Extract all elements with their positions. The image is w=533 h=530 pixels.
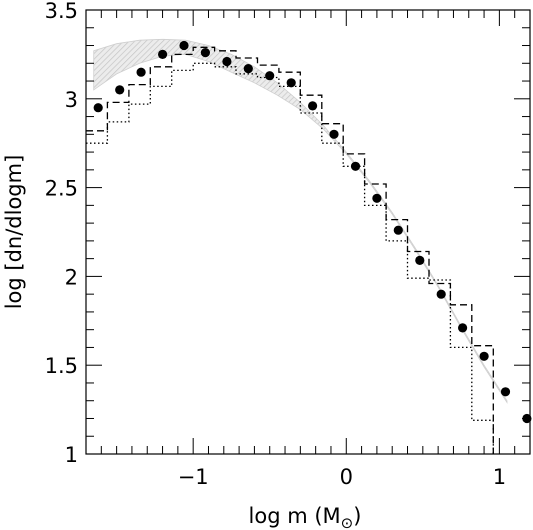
y-tick-label: 1 — [65, 443, 78, 467]
data-point — [350, 161, 361, 171]
data-points-layer — [93, 40, 532, 424]
sun-symbol: ⊙ — [341, 514, 354, 530]
y-tick-label: 2.5 — [45, 177, 78, 201]
data-point — [136, 67, 146, 77]
dotted-histogram — [86, 62, 494, 454]
y-tick-label: 3 — [65, 88, 78, 112]
y-axis-title: log [dn/dlogm] — [2, 155, 26, 310]
data-point — [158, 49, 168, 60]
data-point — [286, 78, 296, 88]
x-tick-label: −1 — [178, 465, 209, 489]
data-point — [115, 85, 125, 95]
data-point — [500, 387, 511, 397]
y-tick-label: 2 — [65, 265, 78, 289]
data-point — [372, 193, 382, 203]
dashed-histogram-layer — [86, 46, 494, 454]
data-point — [329, 129, 339, 139]
dashed-histogram — [86, 46, 494, 454]
plot-frame — [85, 9, 531, 455]
dotted-histogram-layer — [86, 62, 494, 454]
y-tick-label: 3.5 — [45, 0, 78, 23]
data-point — [458, 323, 468, 333]
x-tick-label: 1 — [493, 465, 506, 489]
data-point — [436, 289, 446, 299]
data-point — [415, 255, 425, 265]
x-tick-label: 0 — [340, 465, 353, 489]
data-point — [265, 71, 275, 81]
data-point — [479, 351, 489, 361]
data-point — [222, 56, 232, 67]
data-point — [393, 225, 403, 235]
y-ticks: 1 1.5 2 2.5 3 3.5 — [45, 0, 530, 467]
x-axis-title: log m (M⊙) — [249, 504, 362, 530]
data-point — [200, 48, 210, 58]
x-ticks: −1 0 1 — [85, 10, 531, 489]
data-point — [308, 101, 318, 111]
data-point — [93, 103, 103, 113]
data-point — [243, 64, 253, 74]
y-tick-label: 1.5 — [45, 354, 78, 378]
data-point — [179, 40, 189, 51]
